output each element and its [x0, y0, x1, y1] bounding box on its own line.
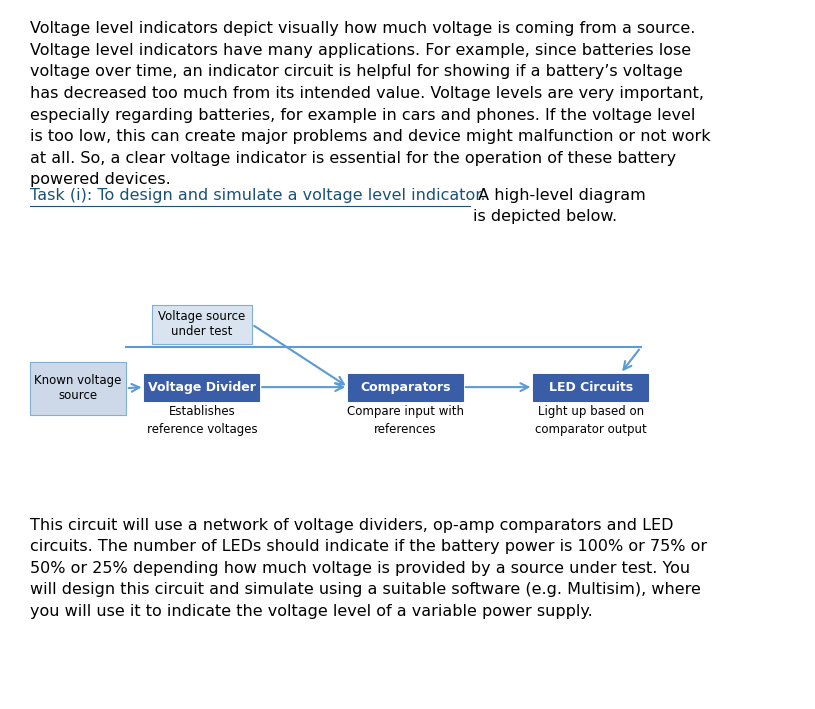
- Text: Compare input with
references: Compare input with references: [347, 405, 464, 436]
- Text: This circuit will use a network of voltage dividers, op-amp comparators and LED
: This circuit will use a network of volta…: [29, 518, 707, 619]
- Text: A high-level diagram
is depicted below.: A high-level diagram is depicted below.: [473, 188, 645, 225]
- Text: Known voltage
source: Known voltage source: [34, 374, 121, 402]
- Text: Voltage source
under test: Voltage source under test: [158, 311, 245, 338]
- Text: Task (i): To design and simulate a voltage level indicator.: Task (i): To design and simulate a volta…: [29, 188, 485, 203]
- Text: Comparators: Comparators: [360, 381, 451, 393]
- FancyBboxPatch shape: [348, 374, 463, 401]
- Text: LED Circuits: LED Circuits: [548, 381, 632, 393]
- Text: Establishes
reference voltages: Establishes reference voltages: [147, 405, 258, 436]
- Text: Voltage level indicators depict visually how much voltage is coming from a sourc: Voltage level indicators depict visually…: [29, 21, 710, 187]
- FancyBboxPatch shape: [533, 374, 648, 401]
- FancyBboxPatch shape: [144, 374, 259, 401]
- Text: Voltage Divider: Voltage Divider: [148, 381, 256, 393]
- FancyBboxPatch shape: [29, 362, 126, 415]
- Text: Light up based on
comparator output: Light up based on comparator output: [535, 405, 646, 436]
- FancyBboxPatch shape: [152, 305, 252, 344]
